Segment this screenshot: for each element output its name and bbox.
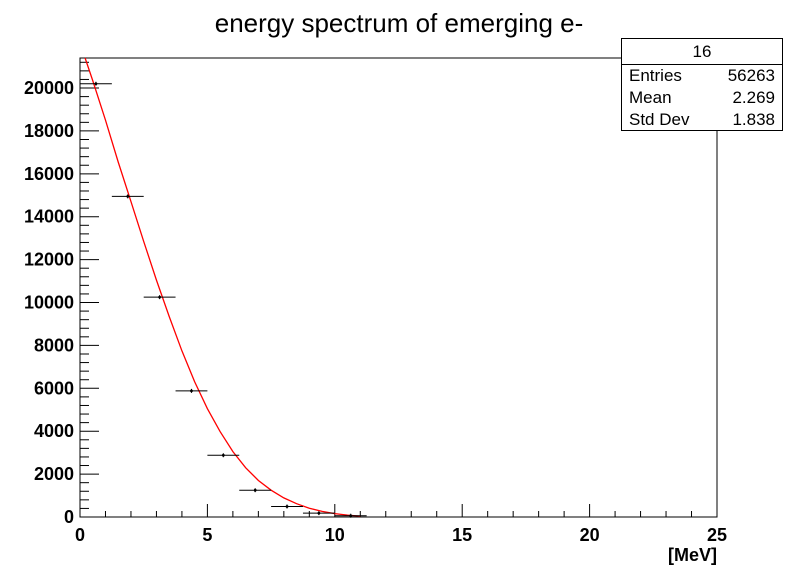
y-tick-label: 14000 [24, 207, 74, 227]
data-point [175, 388, 208, 393]
entries-label: Entries [629, 66, 682, 85]
y-tick-label: 12000 [24, 250, 74, 270]
stats-header: 16 [622, 39, 782, 65]
data-point [271, 504, 303, 509]
point-marker [285, 505, 289, 508]
y-tick-label: 6000 [34, 378, 74, 398]
point-marker [126, 194, 130, 198]
y-tick-label: 0 [64, 507, 74, 527]
x-tick-label: 5 [202, 525, 212, 545]
x-tick-label: 0 [75, 525, 85, 545]
x-tick-label: 10 [325, 525, 345, 545]
point-marker [253, 488, 257, 492]
points-layer [80, 81, 367, 518]
data-point [239, 488, 272, 493]
stats-row-mean: Mean 2.269 [622, 87, 782, 109]
fit-layer [84, 57, 361, 517]
y-tick-label: 10000 [24, 293, 74, 313]
data-point [111, 194, 144, 199]
data-point [80, 81, 112, 86]
y-tick-label: 4000 [34, 421, 74, 441]
stddev-label: Std Dev [629, 110, 690, 129]
y-tick-label: 16000 [24, 164, 74, 184]
data-point [334, 513, 367, 518]
axis-ticks [79, 61, 718, 518]
data-point [143, 295, 176, 300]
point-marker [190, 389, 193, 393]
entries-value: 56263 [727, 66, 775, 85]
tick-labels: 0 5 10 15 20 25 0 2000 4000 6000 8000 10000 12000 140… [24, 78, 727, 545]
point-marker [317, 511, 321, 515]
y-tick-label: 8000 [34, 335, 74, 355]
point-marker [221, 453, 225, 457]
x-tick-label: 20 [580, 525, 600, 545]
y-tick-label: 2000 [34, 464, 74, 484]
plot-frame [79, 57, 718, 518]
point-marker [349, 514, 353, 518]
stats-row-stddev: Std Dev 1.838 [622, 109, 782, 131]
data-point [302, 511, 335, 516]
chart-title: energy spectrum of emerging e- [214, 8, 584, 38]
mean-label: Mean [629, 88, 672, 107]
mean-value: 2.269 [732, 88, 775, 107]
stats-box: 16 Entries 56263 Mean 2.269 Std Dev 1.83… [621, 38, 783, 131]
y-tick-label: 18000 [24, 121, 74, 141]
fit-curve-line [84, 57, 361, 517]
stats-row-entries: Entries 56263 [622, 65, 782, 87]
stddev-value: 1.838 [732, 110, 775, 129]
point-marker [94, 82, 98, 86]
x-tick-label: 15 [452, 525, 472, 545]
data-point [207, 453, 240, 458]
y-tick-label: 20000 [24, 78, 74, 98]
x-tick-label: 25 [707, 525, 727, 545]
x-axis-label: [MeV] [668, 545, 717, 565]
point-marker [158, 295, 162, 299]
